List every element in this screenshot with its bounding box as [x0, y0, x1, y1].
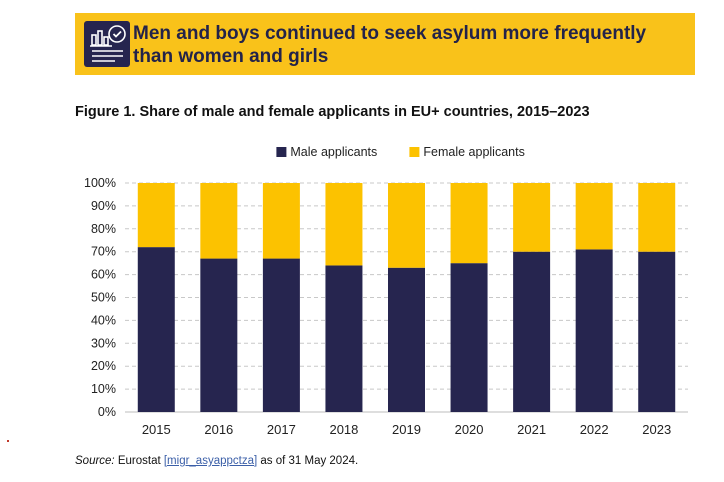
y-tick-label: 0%	[98, 405, 116, 419]
legend-label: Male applicants	[290, 145, 377, 159]
bar-male-2021	[513, 251, 551, 412]
bar-male-2022	[575, 249, 613, 412]
source-dataset-link[interactable]: [migr_asyappctza]	[163, 455, 258, 467]
y-tick-label: 60%	[91, 268, 116, 282]
x-tick-label: 2023	[642, 422, 671, 437]
x-tick-label: 2019	[392, 422, 421, 437]
bar-male-2023	[638, 251, 676, 412]
source-note: Source: Eurostat [migr_asyappctza] as of…	[75, 455, 358, 467]
stacked-bar-chart: 0% 10% 20% 30% 40% 50% 60% 70% 80% 90% 100% 2015 201…	[84, 145, 688, 437]
y-tick-label: 50%	[91, 291, 116, 305]
bar-male-2019	[388, 267, 425, 412]
page-marker	[7, 440, 9, 442]
figure-title: Figure 1. Share of male and female appli…	[75, 104, 590, 120]
x-tick-label: 2020	[455, 422, 484, 437]
bar-male-2016	[200, 258, 238, 412]
source-text: Eurostat	[114, 455, 164, 467]
y-tick-label: 70%	[91, 245, 116, 259]
bar-female-2015	[137, 183, 175, 248]
legend-swatch	[409, 147, 420, 157]
x-tick-label: 2021	[517, 422, 546, 437]
bar-male-2020	[450, 263, 488, 412]
bar-female-2018	[325, 183, 363, 266]
headline-banner: Men and boys continued to seek asylum mo…	[75, 13, 695, 75]
legend-label: Female applicants	[423, 145, 524, 159]
chart-report-check-icon	[84, 21, 130, 67]
y-tick-label: 100%	[84, 176, 116, 190]
bar-female-2016	[200, 183, 238, 259]
y-tick-label: 20%	[91, 359, 116, 373]
y-tick-label: 30%	[91, 336, 116, 350]
x-tick-label: 2017	[267, 422, 296, 437]
bar-male-2017	[262, 258, 300, 412]
bar-female-2019	[388, 183, 425, 268]
y-tick-label: 80%	[91, 222, 116, 236]
y-tick-label: 90%	[91, 199, 116, 213]
x-tick-label: 2016	[204, 422, 233, 437]
bar-female-2022	[575, 183, 613, 250]
y-tick-label: 10%	[91, 382, 116, 396]
x-tick-label: 2022	[580, 422, 609, 437]
legend-swatch	[276, 147, 287, 157]
y-tick-label: 40%	[91, 313, 116, 327]
source-label: Source:	[75, 455, 115, 467]
bar-male-2018	[325, 265, 363, 412]
bar-male-2015	[137, 247, 175, 412]
banner-title: Men and boys continued to seek asylum mo…	[133, 23, 647, 67]
bar-female-2021	[513, 183, 551, 252]
x-tick-label: 2015	[142, 422, 171, 437]
source-date-text: as of 31 May 2024.	[257, 455, 359, 467]
bar-female-2023	[638, 183, 676, 252]
bar-female-2020	[450, 183, 488, 264]
x-tick-label: 2018	[329, 422, 358, 437]
bar-female-2017	[262, 183, 300, 259]
